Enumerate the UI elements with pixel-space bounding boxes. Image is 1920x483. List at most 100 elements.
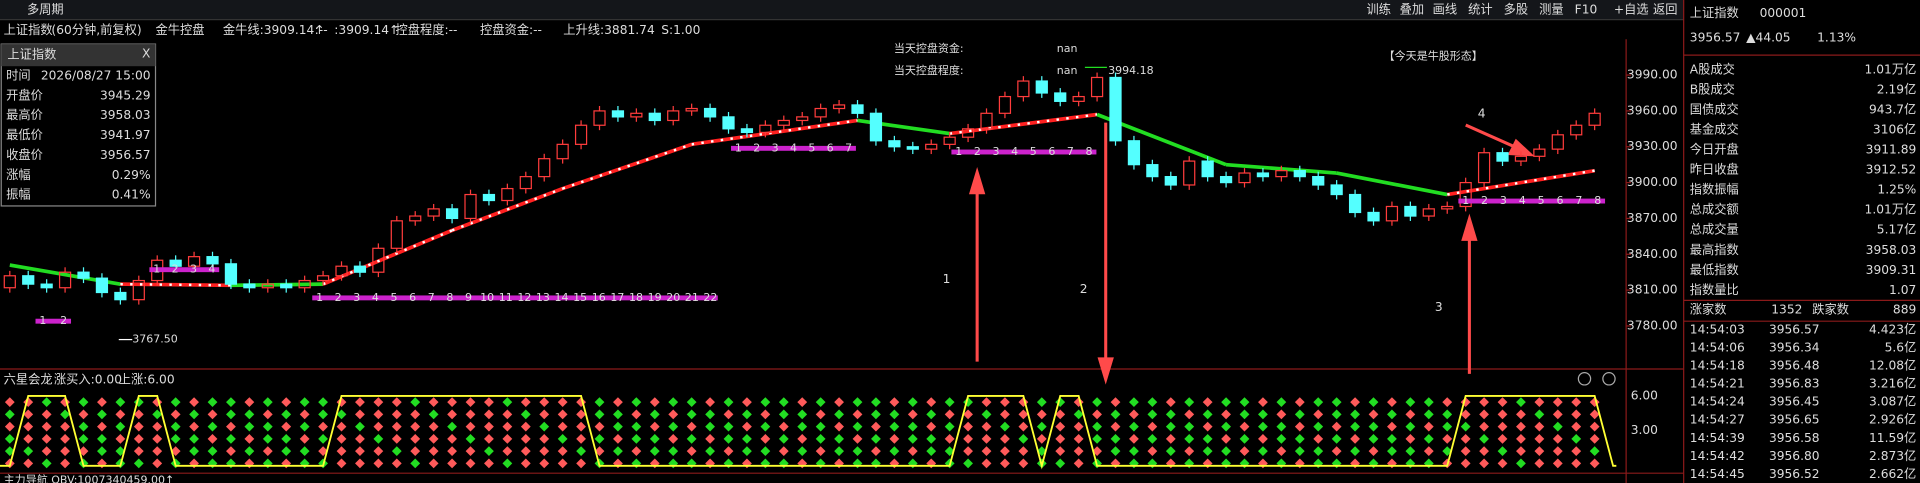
diamond bbox=[152, 446, 163, 457]
diamond bbox=[373, 458, 384, 469]
diamond bbox=[1331, 409, 1342, 420]
tick-volume: 5.6亿 bbox=[1885, 339, 1917, 354]
arrow bbox=[1465, 123, 1522, 151]
diamond bbox=[336, 433, 347, 444]
diamond bbox=[1000, 446, 1010, 457]
candle bbox=[1035, 80, 1048, 94]
trend-dots bbox=[451, 187, 564, 232]
settings-icon[interactable] bbox=[1602, 372, 1616, 386]
diamond bbox=[539, 433, 550, 444]
diamond bbox=[815, 446, 826, 457]
diamond bbox=[226, 446, 236, 457]
candle bbox=[1256, 172, 1270, 178]
count-label: 1 bbox=[955, 145, 962, 158]
candle bbox=[77, 271, 90, 279]
diamond bbox=[520, 397, 531, 407]
diamond bbox=[594, 421, 605, 432]
info-box-label: 开盘价 bbox=[6, 87, 43, 102]
diamond bbox=[1055, 446, 1066, 457]
candle bbox=[851, 104, 864, 114]
diamond bbox=[981, 409, 992, 420]
toolbar-button[interactable]: 测量 bbox=[1539, 2, 1563, 16]
diamond bbox=[281, 433, 292, 444]
diamond bbox=[1331, 421, 1342, 432]
toolbar-button[interactable]: 画线 bbox=[1433, 2, 1457, 16]
annotation: nan bbox=[1057, 42, 1078, 55]
toolbar-button[interactable]: 多股 bbox=[1504, 2, 1528, 16]
diamond bbox=[1073, 446, 1084, 457]
diamond bbox=[871, 446, 881, 457]
diamond bbox=[189, 409, 199, 420]
count-label: 8 bbox=[446, 291, 453, 304]
count-bar bbox=[149, 267, 220, 273]
diamond bbox=[594, 397, 605, 407]
arrow-head bbox=[1461, 213, 1478, 241]
diamond bbox=[778, 397, 789, 407]
diamond bbox=[410, 409, 421, 420]
candle bbox=[611, 110, 625, 118]
info-box-close[interactable]: X bbox=[142, 46, 151, 60]
breadth-value: 1352 bbox=[1771, 303, 1802, 317]
diamond bbox=[78, 421, 89, 432]
diamond bbox=[1368, 433, 1379, 444]
diamond bbox=[1184, 397, 1195, 407]
tick-time: 14:54:03 bbox=[1690, 322, 1745, 336]
toolbar-button[interactable]: F10 bbox=[1575, 2, 1598, 16]
diamond bbox=[4, 421, 15, 432]
diamond bbox=[834, 421, 844, 432]
diamond bbox=[410, 421, 421, 432]
diamond bbox=[686, 446, 697, 457]
diamond bbox=[428, 397, 439, 407]
toolbar-button[interactable]: 返回 bbox=[1653, 2, 1677, 16]
close-icon[interactable] bbox=[1577, 372, 1592, 386]
diamond bbox=[1552, 446, 1563, 457]
diamond bbox=[1350, 446, 1360, 457]
count-label: 2 bbox=[974, 145, 981, 158]
diamond bbox=[778, 409, 789, 420]
diamond bbox=[760, 397, 771, 407]
diamond bbox=[871, 433, 881, 444]
tick-time: 14:54:24 bbox=[1690, 395, 1745, 409]
diamond bbox=[686, 397, 697, 407]
diamond bbox=[613, 421, 623, 432]
count-label: 6 bbox=[1556, 194, 1563, 207]
quote-label: 昨日收盘 bbox=[1690, 162, 1739, 177]
diamond bbox=[244, 433, 255, 444]
toolbar-button[interactable]: 训练 bbox=[1367, 1, 1391, 16]
diamond bbox=[1202, 433, 1213, 444]
panel-item: 上涨:6.00 bbox=[119, 372, 175, 387]
diamond bbox=[926, 409, 937, 420]
toolbar-button[interactable]: 统计 bbox=[1468, 2, 1492, 16]
candle bbox=[1164, 176, 1177, 186]
quote-code: 000001 bbox=[1760, 6, 1807, 20]
diamond bbox=[410, 397, 421, 407]
diamond bbox=[907, 397, 918, 407]
y-tick-label: 3990.00 bbox=[1627, 68, 1678, 82]
panel-name: 六星会龙 bbox=[4, 373, 53, 387]
diamond bbox=[1571, 433, 1582, 444]
quote-value: 3912.52 bbox=[1866, 163, 1917, 177]
diamond bbox=[97, 446, 107, 457]
toolbar-button[interactable]: 叠加 bbox=[1400, 2, 1424, 16]
candle bbox=[1330, 184, 1343, 196]
count-label: 3 bbox=[190, 263, 197, 276]
diamond bbox=[170, 397, 181, 407]
info-item: 金牛线:3909.14↑ bbox=[223, 22, 325, 37]
diamond bbox=[778, 446, 789, 457]
count-label: 15 bbox=[573, 291, 587, 304]
diamond bbox=[742, 409, 752, 420]
diamond bbox=[1423, 409, 1434, 420]
diamond bbox=[1165, 446, 1176, 457]
diamond bbox=[1258, 421, 1268, 432]
diamond bbox=[1516, 409, 1526, 420]
diamond bbox=[78, 433, 89, 444]
count-label: 5 bbox=[391, 291, 398, 304]
count-label: 7 bbox=[1067, 145, 1074, 158]
candle bbox=[722, 116, 735, 130]
diamond bbox=[1405, 409, 1416, 420]
diamond bbox=[539, 397, 550, 407]
quote-label: 基金成交 bbox=[1690, 122, 1739, 137]
toolbar-button[interactable]: +自选 bbox=[1614, 2, 1649, 16]
annotation: 3767.50 bbox=[132, 333, 178, 346]
